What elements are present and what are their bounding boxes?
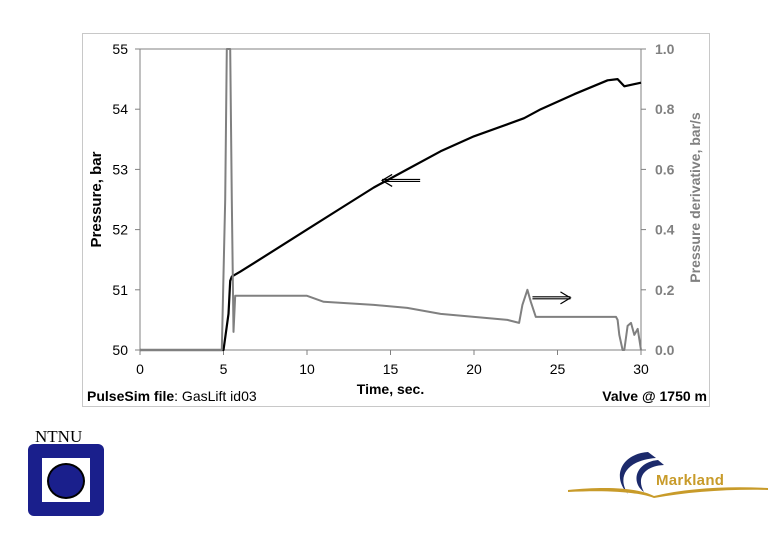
y-left-tick-label: 50	[112, 342, 128, 358]
ntnu-logo	[28, 444, 104, 516]
x-tick-label: 5	[220, 361, 228, 377]
x-tick-label: 10	[299, 361, 315, 377]
y-right-tick-label: 0.8	[655, 101, 675, 117]
valve-label: Valve @ 1750 m	[602, 388, 707, 404]
markland-logo-icon	[568, 452, 768, 498]
plot-area-border	[139, 48, 642, 351]
y-right-tick-label: 0.6	[655, 161, 675, 177]
x-tick-label: 20	[466, 361, 482, 377]
x-axis-label: Time, sec.	[357, 381, 424, 397]
arrow-left-head	[380, 173, 393, 187]
x-tick-label: 0	[136, 361, 144, 377]
x-tick-label: 30	[633, 361, 649, 377]
x-tick-label: 15	[383, 361, 399, 377]
y-left-tick-label: 52	[112, 222, 128, 238]
y-right-tick-label: 0.2	[655, 282, 675, 298]
y-left-tick-label: 53	[112, 161, 128, 177]
y-right-tick-label: 1.0	[655, 41, 675, 57]
y-right-tick-label: 0.4	[655, 222, 675, 238]
pressure-series-line	[140, 77, 642, 352]
y-right-tick-label: 0.0	[655, 342, 675, 358]
y-left-axis-label: Pressure, bar	[88, 151, 105, 247]
y-left-tick-label: 51	[112, 282, 128, 298]
pulsesim-file-label: PulseSim file: GasLift id03	[87, 388, 257, 404]
pressure-chart: 0 5 10 15 20 25 30 50 51 52 53 54 55 0.0 0.2 0.4 0.6 0.8 1…	[87, 41, 707, 404]
x-tick-label: 25	[550, 361, 566, 377]
arrow-right-head	[560, 291, 572, 305]
ntnu-label: NTNU	[35, 427, 83, 446]
derivative-series-line	[140, 48, 642, 351]
y-left-tick-label: 54	[112, 101, 128, 117]
chart-frame: 0 5 10 15 20 25 30 50 51 52 53 54 55 0.0 0.2 0.4 0.6 0.8 1…	[82, 33, 710, 407]
pulsesim-file-value: : GasLift id03	[174, 388, 257, 404]
y-right-axis-label: Pressure derivative, bar/s	[687, 112, 703, 283]
pulsesim-file-name: PulseSim file	[87, 388, 174, 404]
y-left-tick-label: 55	[112, 41, 128, 57]
markland-wordmark: Markland	[656, 472, 725, 489]
